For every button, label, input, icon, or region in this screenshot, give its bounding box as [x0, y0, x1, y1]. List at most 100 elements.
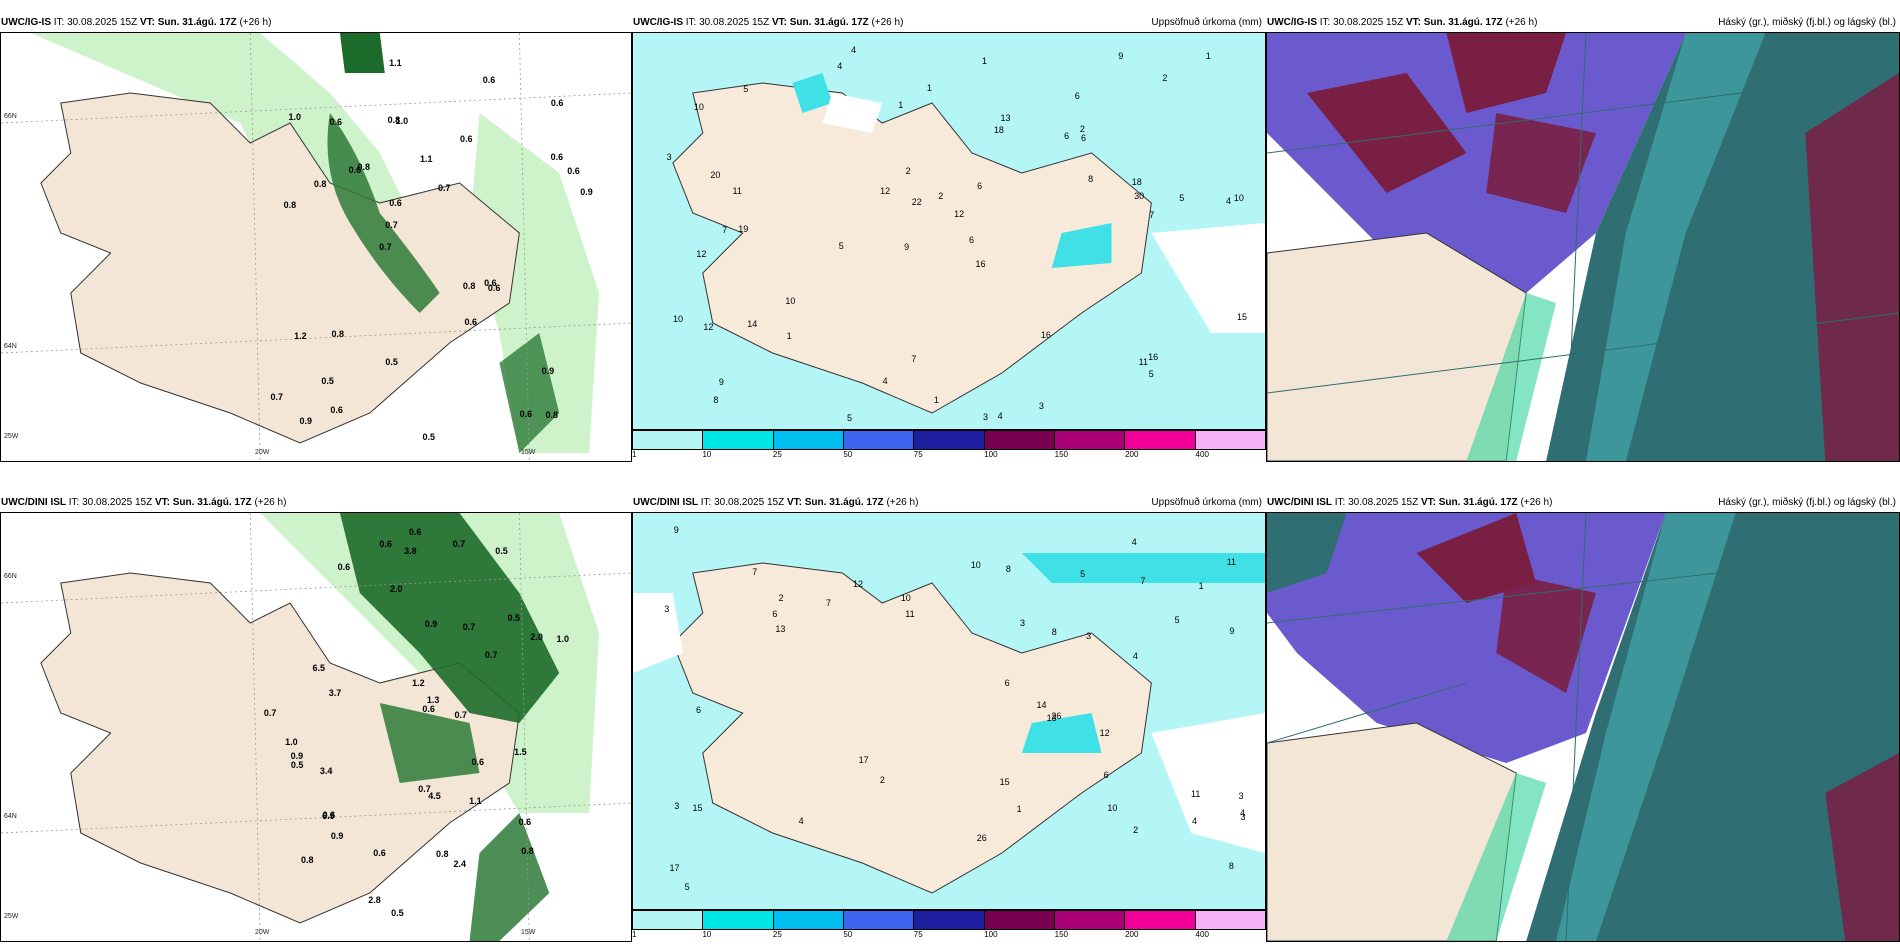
precip-value-label: 16 — [975, 258, 986, 269]
vt-label: VT: — [1405, 17, 1421, 28]
wind-value-label: 0.6 — [379, 538, 392, 549]
wind-value-label: 0.6 — [471, 757, 484, 768]
precip-value-label: 4 — [1225, 196, 1231, 207]
precip-panel-ig: UWC/IG-IS IT: 30.08.2025 15Z VT: Sun. 31… — [632, 14, 1266, 464]
precip-title: Uppsöfnuð úrkoma (mm) — [1151, 497, 1262, 508]
wind-value-label: 0.8 — [435, 849, 449, 860]
precip-value-label: 4 — [1131, 536, 1137, 547]
precip-value-label: 19 — [738, 224, 749, 235]
precip-value-label: 1 — [933, 395, 939, 406]
precip-value-label: 11 — [1226, 557, 1237, 568]
precip-value-label: 3 — [664, 603, 670, 614]
precip-value-label: 15 — [999, 777, 1010, 788]
precip-map: 3 4 6 10 13 15 4 6 8 10 12 17 11 9 14 7 5 7 8 6 5 12 6 7 8 10 11 17… — [632, 512, 1266, 910]
precip-value-label: 1 — [1205, 51, 1211, 62]
colorbar-swatch — [914, 911, 985, 929]
wind-value-label: 2.0 — [530, 631, 543, 642]
precip-value-label: 1 — [786, 331, 792, 342]
colorbar-tick-label: 75 — [913, 930, 923, 939]
wind-value-label: 6.5 — [312, 663, 325, 674]
precip-value-label: 11 — [732, 186, 742, 197]
model-name: UWC/IG-IS — [633, 17, 683, 28]
it-value: 30.08.2025 15Z — [699, 17, 770, 28]
cloud-map-svg — [1267, 33, 1899, 461]
cloud-map — [1266, 32, 1900, 462]
vt-value: Sun. 31.ágú. 17Z — [804, 497, 884, 508]
precip-value-label: 10 — [1107, 803, 1118, 814]
colorbar-tick-label: 200 — [1125, 450, 1139, 459]
colorbar-tick-label: 100 — [984, 450, 998, 459]
precip-value-label: 5 — [846, 412, 852, 423]
colorbar-tick-label: 25 — [772, 930, 782, 939]
wind-value-label: 0.5 — [495, 545, 508, 556]
precip-value-label: 5 — [743, 83, 749, 94]
wind-panel-dini: UWC/DINI ISL IT: 30.08.2025 15Z VT: Sun.… — [0, 494, 632, 944]
wind-value-label: 1.1 — [469, 796, 482, 807]
precip-value-label: 8 — [713, 394, 719, 405]
colorbar-swatch — [1195, 911, 1265, 929]
wind-value-label: 0.7 — [452, 539, 466, 550]
wind-value-label: 0.6 — [518, 816, 532, 827]
wind-value-label: 1.0 — [288, 111, 302, 122]
precip-value-label: 7 — [911, 353, 917, 364]
colorbar-swatch — [1054, 911, 1126, 929]
wind-value-label: 0.8 — [462, 280, 476, 291]
precip-value-label: 12 — [696, 248, 707, 259]
precip-value-label: 3 — [1086, 631, 1092, 642]
wind-value-label: 0.9 — [290, 750, 304, 761]
panel-header: UWC/DINI ISL IT: 30.08.2025 15Z VT: Sun.… — [632, 494, 1266, 512]
precip-value-label: 5 — [1080, 568, 1086, 579]
wind-value-label: 2.8 — [368, 894, 381, 905]
panel-header: UWC/IG-IS IT: 30.08.2025 15Z VT: Sun. 31… — [632, 14, 1266, 32]
lon-label-25w: 25W — [4, 433, 19, 440]
panel-header: UWC/IG-IS IT: 30.08.2025 15Z VT: Sun. 31… — [1266, 14, 1900, 32]
lon-label-15w: 15W — [521, 929, 536, 936]
colorbar-ticks: 1 10 25 50 75 100 150 200 400 — [632, 930, 1266, 940]
precip-value-label: 3 — [674, 800, 680, 811]
colorbar-swatch — [914, 431, 985, 449]
precip-value-label: 7 — [825, 597, 831, 608]
precip-value-label: 8 — [1228, 861, 1234, 871]
precip-value-label: 9 — [1118, 50, 1124, 61]
it-label: IT: — [53, 17, 65, 28]
model-name: UWC/DINI ISL — [1267, 497, 1332, 508]
wind-map-svg — [1, 33, 631, 461]
precip-value-label: 12 — [954, 208, 965, 219]
precip-value-label: 3 — [666, 152, 672, 163]
wind-value-label: 0.6 — [329, 116, 342, 127]
precip-value-label: 1 — [981, 56, 987, 67]
precip-value-label: 7 — [1140, 576, 1146, 587]
precip-title: Uppsöfnuð úrkoma (mm) — [1151, 17, 1262, 28]
wind-value-label: 0.9 — [299, 416, 313, 427]
colorbar-tick-label: 400 — [1195, 450, 1209, 459]
lat-label-64n: 64N — [4, 813, 17, 820]
precip-value-label: 11 — [905, 608, 915, 619]
wind-value-label: 0.7 — [263, 707, 277, 718]
it-label: IT: — [68, 497, 80, 508]
colorbar-tick-label: 10 — [702, 930, 712, 939]
precip-value-label: 2 — [1162, 72, 1168, 83]
wind-value-label: 0.8 — [313, 179, 327, 190]
precip-value-label: 4 — [851, 44, 857, 55]
it-label: IT: — [685, 17, 697, 28]
wind-value-label: 0.6 — [322, 810, 336, 821]
precip-value-label: 14 — [747, 318, 758, 329]
precip-value-label: 4 — [1132, 650, 1138, 661]
wind-value-label: 1.2 — [294, 331, 307, 342]
precip-value-label: 5 — [684, 882, 690, 893]
colorbar-swatch — [1125, 431, 1196, 449]
precip-value-label: 12 — [1099, 728, 1110, 739]
wind-value-label: 0.7 — [484, 649, 498, 660]
colorbar-tick-label: 50 — [843, 450, 853, 459]
colorbar-tick-label: 150 — [1054, 930, 1069, 939]
model-name: UWC/IG-IS — [1267, 17, 1317, 28]
it-label: IT: — [1334, 497, 1346, 508]
precip-value-label: 3 — [1020, 618, 1026, 629]
precip-value-label: 10 — [900, 592, 911, 603]
model-name: UWC/IG-IS — [1, 17, 51, 28]
precip-value-label: 6 — [1074, 90, 1080, 101]
wind-value-label: 0.8 — [331, 328, 345, 339]
lon-label-20w: 20W — [255, 929, 270, 936]
wind-value-label: 0.6 — [487, 283, 501, 294]
wind-value-label: 0.6 — [482, 74, 496, 85]
